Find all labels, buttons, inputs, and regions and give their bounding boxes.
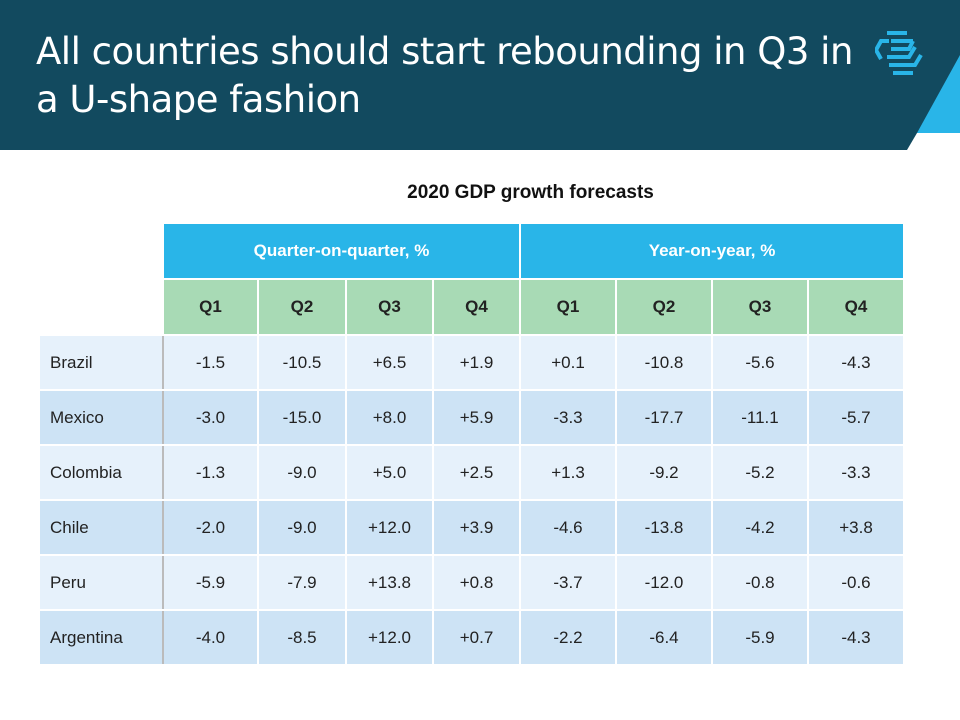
quarter-header-yoy-q3: Q3 [711,278,809,336]
value-cell: -12.0 [615,554,713,611]
country-cell: Brazil [38,334,164,391]
value-cell: -13.8 [615,499,713,556]
table-row: Argentina -4.0 -8.5 +12.0 +0.7 -2.2 -6.4 -5.9 -4… [38,609,905,666]
stacked-chevron-logo-icon [875,31,923,75]
value-cell: -9.0 [257,499,347,556]
country-cell: Argentina [38,609,164,666]
value-cell: +1.3 [519,444,617,501]
value-cell: +12.0 [345,499,434,556]
empty-corner [38,278,164,336]
quarter-header-row: Q1 Q2 Q3 Q4 Q1 Q2 Q3 Q4 [38,278,905,336]
value-cell: +3.8 [807,499,905,556]
group-header-yoy: Year-on-year, % [519,222,905,280]
table-row: Brazil -1.5 -10.5 +6.5 +1.9 +0.1 -10.8 -5.6 -4.3 [38,334,905,391]
value-cell: +0.7 [432,609,521,666]
table-row: Mexico -3.0 -15.0 +8.0 +5.9 -3.3 -17.7 -11.1 -5.… [38,389,905,446]
value-cell: -9.0 [257,444,347,501]
header-decoration [907,55,960,150]
header-band [0,0,960,150]
value-cell: +3.9 [432,499,521,556]
value-cell: +0.8 [432,554,521,611]
group-header-row: Quarter-on-quarter, % Year-on-year, % [38,222,905,280]
corner-cut [907,133,960,150]
value-cell: +1.9 [432,334,521,391]
quarter-header-yoy-q2: Q2 [615,278,713,336]
value-cell: -4.3 [807,334,905,391]
value-cell: -4.0 [162,609,259,666]
value-cell: +0.1 [519,334,617,391]
quarter-header-qoq-q3: Q3 [345,278,434,336]
quarter-header-yoy-q4: Q4 [807,278,905,336]
value-cell: -6.4 [615,609,713,666]
table-title: 2020 GDP growth forecasts [407,182,654,203]
value-cell: -5.2 [711,444,809,501]
country-cell: Mexico [38,389,164,446]
value-cell: +12.0 [345,609,434,666]
value-cell: -5.7 [807,389,905,446]
country-cell: Peru [38,554,164,611]
value-cell: -1.5 [162,334,259,391]
accent-triangle [917,55,960,133]
country-cell: Chile [38,499,164,556]
value-cell: -7.9 [257,554,347,611]
value-cell: +5.0 [345,444,434,501]
quarter-header-yoy-q1: Q1 [519,278,617,336]
gdp-forecast-table: Quarter-on-quarter, % Year-on-year, % Q1… [38,222,905,666]
value-cell: +8.0 [345,389,434,446]
value-cell: -10.5 [257,334,347,391]
table-row: Peru -5.9 -7.9 +13.8 +0.8 -3.7 -12.0 -0.8 -0.6 [38,554,905,611]
value-cell: -3.3 [807,444,905,501]
value-cell: -0.8 [711,554,809,611]
value-cell: -3.7 [519,554,617,611]
value-cell: -5.6 [711,334,809,391]
value-cell: -9.2 [615,444,713,501]
value-cell: -5.9 [162,554,259,611]
value-cell: -3.3 [519,389,617,446]
value-cell: -4.3 [807,609,905,666]
group-header-qoq: Quarter-on-quarter, % [162,222,521,280]
country-cell: Colombia [38,444,164,501]
value-cell: -8.5 [257,609,347,666]
value-cell: +5.9 [432,389,521,446]
table-row: Colombia -1.3 -9.0 +5.0 +2.5 +1.3 -9.2 -5.2 -3.3 [38,444,905,501]
empty-corner [38,222,164,280]
value-cell: -4.2 [711,499,809,556]
value-cell: -0.6 [807,554,905,611]
value-cell: -2.2 [519,609,617,666]
slide-title: All countries should start rebounding in… [36,30,853,121]
value-cell: -15.0 [257,389,347,446]
value-cell: +6.5 [345,334,434,391]
table-row: Chile -2.0 -9.0 +12.0 +3.9 -4.6 -13.8 -4.2 +3.8 [38,499,905,556]
value-cell: -11.1 [711,389,809,446]
value-cell: -5.9 [711,609,809,666]
value-cell: -10.8 [615,334,713,391]
value-cell: -4.6 [519,499,617,556]
value-cell: +13.8 [345,554,434,611]
quarter-header-qoq-q2: Q2 [257,278,347,336]
value-cell: -17.7 [615,389,713,446]
value-cell: -3.0 [162,389,259,446]
value-cell: +2.5 [432,444,521,501]
value-cell: -1.3 [162,444,259,501]
quarter-header-qoq-q4: Q4 [432,278,521,336]
quarter-header-qoq-q1: Q1 [162,278,259,336]
value-cell: -2.0 [162,499,259,556]
